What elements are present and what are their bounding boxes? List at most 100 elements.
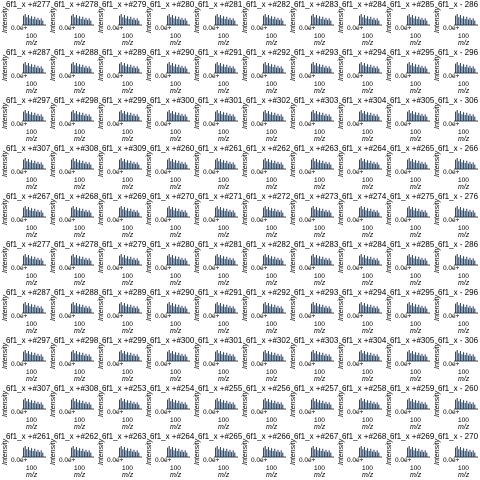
y-tick-label: 0.0e+ bbox=[11, 217, 28, 224]
x-axis-label: m/z bbox=[74, 328, 86, 335]
spectrum-panel: 6f1_x +#291 Intensity 0.0e+ 100 m/z bbox=[192, 48, 243, 96]
x-tick-label: 100 bbox=[362, 225, 373, 232]
x-axis-label: m/z bbox=[122, 472, 134, 479]
y-axis-label: Intensity bbox=[146, 246, 153, 273]
y-axis-label: Intensity bbox=[194, 102, 201, 129]
y-tick-label: 0.0e+ bbox=[59, 121, 76, 128]
y-axis-label: Intensity bbox=[194, 438, 201, 465]
panel-title: 6f1_x +#257 bbox=[294, 384, 339, 393]
x-axis-label: m/z bbox=[170, 472, 182, 479]
panel-title: 6f1_x +#282 bbox=[246, 0, 291, 9]
x-tick-label: 100 bbox=[170, 225, 181, 232]
y-tick-label: 0.0e+ bbox=[59, 265, 76, 272]
y-tick-label: 0.0e+ bbox=[299, 265, 316, 272]
spectrum-panel: 6f1_x +#288 Intensity 0.0e+ 100 m/z bbox=[48, 48, 99, 96]
panel-title: 6f1_x +#261 bbox=[198, 144, 243, 153]
x-tick-label: 100 bbox=[26, 225, 37, 232]
spectrum-panel: 6f1_x +#285 Intensity 0.0e+ 100 m/z bbox=[384, 240, 435, 288]
y-tick-label: 0.0e+ bbox=[59, 169, 76, 176]
y-tick-label: 0.0e+ bbox=[347, 361, 364, 368]
y-axis-label: Intensity bbox=[242, 198, 249, 225]
y-tick-label: 0.0e+ bbox=[395, 73, 412, 80]
panel-title: 6f1_x +#297 bbox=[6, 336, 51, 345]
y-tick-label: 0.0e+ bbox=[299, 457, 316, 464]
y-axis-label: Intensity bbox=[98, 390, 105, 417]
x-tick-label: 100 bbox=[218, 321, 229, 328]
spectrum-panel: 6f1_x +#287 Intensity 0.0e+ 100 m/z bbox=[0, 48, 51, 96]
y-tick-label: 0.0e+ bbox=[251, 217, 268, 224]
spectrum-panel: 6f1_x +#267 Intensity 0.0e+ 100 m/z bbox=[288, 432, 339, 480]
panel-title: 6f1_x +#302 bbox=[246, 96, 291, 105]
y-axis-label: Intensity bbox=[98, 150, 105, 177]
spectrum-panel: 6f1_x - 296 Intensity 0.0e+ 100 m/z bbox=[432, 288, 480, 336]
spectrum-panel: 6f1_x +#269 Intensity 0.0e+ 100 m/z bbox=[96, 192, 147, 240]
y-tick-label: 0.0e+ bbox=[11, 25, 28, 32]
x-tick-label: 100 bbox=[26, 129, 37, 136]
spectrum-panel: 6f1_x - 286 Intensity 0.0e+ 100 m/z bbox=[432, 240, 480, 288]
y-tick-label: 0.0e+ bbox=[395, 457, 412, 464]
x-axis-label: m/z bbox=[410, 376, 422, 383]
y-axis-label: Intensity bbox=[290, 294, 297, 321]
y-axis-label: Intensity bbox=[194, 246, 201, 273]
spectrum-panel: 6f1_x +#256 Intensity 0.0e+ 100 m/z bbox=[240, 384, 291, 432]
x-tick-label: 100 bbox=[26, 273, 37, 280]
x-axis-label: m/z bbox=[362, 424, 374, 431]
y-tick-label: 0.0e+ bbox=[155, 409, 172, 416]
x-axis-label: m/z bbox=[26, 328, 38, 335]
y-tick-label: 0.0e+ bbox=[299, 121, 316, 128]
y-tick-label: 0.0e+ bbox=[107, 265, 124, 272]
x-tick-label: 100 bbox=[458, 225, 469, 232]
x-axis-label: m/z bbox=[74, 88, 86, 95]
panel-title: 6f1_x +#308 bbox=[54, 384, 99, 393]
x-tick-label: 100 bbox=[362, 321, 373, 328]
x-tick-label: 100 bbox=[74, 225, 85, 232]
panel-title: 6f1_x +#308 bbox=[54, 144, 99, 153]
spectrum-panel: 6f1_x +#261 Intensity 0.0e+ 100 m/z bbox=[0, 432, 51, 480]
x-axis-label: m/z bbox=[122, 280, 134, 287]
y-axis-label: Intensity bbox=[386, 198, 393, 225]
y-axis-label: Intensity bbox=[146, 150, 153, 177]
y-tick-label: 0.0e+ bbox=[203, 25, 220, 32]
panel-title: 6f1_x +#277 bbox=[6, 0, 51, 9]
panel-title: 6f1_x +#282 bbox=[246, 240, 291, 249]
x-tick-label: 100 bbox=[122, 321, 133, 328]
y-tick-label: 0.0e+ bbox=[395, 409, 412, 416]
y-tick-label: 0.0e+ bbox=[107, 121, 124, 128]
x-tick-label: 100 bbox=[458, 33, 469, 40]
panel-title: 6f1_x +#290 bbox=[150, 288, 195, 297]
x-axis-label: m/z bbox=[122, 40, 134, 47]
panel-title: 6f1_x +#273 bbox=[294, 192, 339, 201]
y-tick-label: 0.0e+ bbox=[11, 409, 28, 416]
x-axis-label: m/z bbox=[266, 280, 278, 287]
y-axis-label: Intensity bbox=[386, 438, 393, 465]
x-axis-label: m/z bbox=[362, 88, 374, 95]
panel-title: 6f1_x +#291 bbox=[198, 288, 243, 297]
panel-title: 6f1_x +#303 bbox=[294, 336, 339, 345]
x-axis-label: m/z bbox=[74, 424, 86, 431]
spectrum-panel: 6f1_x +#308 Intensity 0.0e+ 100 m/z bbox=[48, 144, 99, 192]
y-axis-label: Intensity bbox=[98, 246, 105, 273]
y-tick-label: 0.0e+ bbox=[347, 265, 364, 272]
y-tick-label: 0.0e+ bbox=[59, 73, 76, 80]
spectrum-panel: 6f1_x +#304 Intensity 0.0e+ 100 m/z bbox=[336, 336, 387, 384]
x-tick-label: 100 bbox=[170, 321, 181, 328]
panel-title: 6f1_x +#262 bbox=[246, 144, 291, 153]
x-axis-label: m/z bbox=[218, 424, 230, 431]
